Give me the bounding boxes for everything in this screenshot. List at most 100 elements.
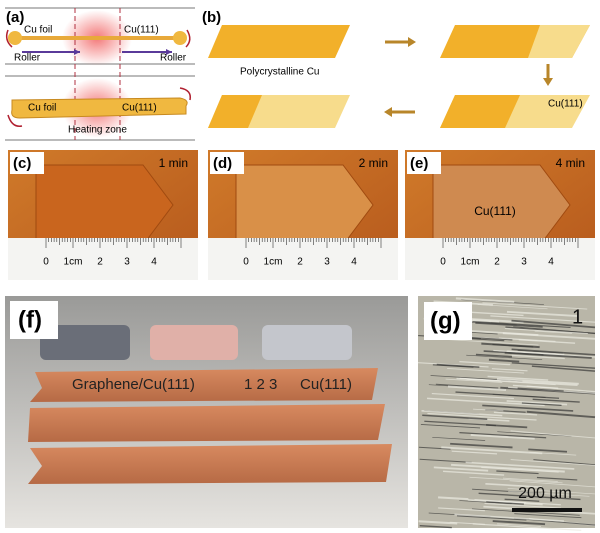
panel-label: (f) bbox=[18, 306, 42, 333]
texture bbox=[450, 442, 513, 449]
texture bbox=[473, 408, 504, 412]
texture bbox=[484, 502, 561, 509]
texture bbox=[435, 383, 499, 389]
texture bbox=[514, 513, 582, 519]
texture bbox=[497, 431, 572, 437]
texture bbox=[493, 349, 596, 358]
label: Cu(111) bbox=[548, 99, 583, 110]
texture bbox=[427, 397, 545, 407]
panel-label: (e) bbox=[410, 155, 428, 172]
texture bbox=[482, 302, 588, 310]
ruler-label: 2 bbox=[97, 257, 103, 268]
texture bbox=[472, 320, 571, 329]
ruler-label: 4 bbox=[151, 257, 157, 268]
texture bbox=[531, 365, 596, 372]
texture bbox=[509, 480, 596, 488]
texture bbox=[504, 351, 592, 359]
label: Roller bbox=[14, 53, 41, 64]
foil bbox=[35, 164, 174, 246]
texture bbox=[529, 452, 577, 456]
texture bbox=[507, 488, 596, 495]
panel-a: (a) Cu foil Cu(111) Roller Roller Cu foi… bbox=[5, 7, 195, 141]
texture bbox=[433, 466, 489, 472]
texture bbox=[505, 326, 596, 335]
texture bbox=[526, 410, 596, 419]
texture bbox=[508, 491, 590, 497]
texture bbox=[418, 520, 458, 525]
label: Heating zone bbox=[68, 125, 127, 136]
texture bbox=[492, 520, 546, 526]
label: Cu(111) bbox=[122, 103, 157, 114]
panel-label: (a) bbox=[6, 9, 24, 26]
ruler-label: 2 bbox=[297, 257, 303, 268]
label-box bbox=[210, 152, 244, 174]
texture bbox=[459, 377, 578, 387]
texture bbox=[496, 377, 579, 385]
texture bbox=[504, 498, 540, 502]
texture bbox=[498, 500, 561, 506]
texture bbox=[451, 463, 565, 473]
texture bbox=[466, 378, 556, 386]
texture bbox=[475, 322, 543, 328]
texture bbox=[421, 410, 503, 417]
ruler-label: 1cm bbox=[64, 257, 83, 268]
label: Cu(111) bbox=[124, 25, 159, 36]
texture bbox=[422, 414, 488, 420]
texture bbox=[431, 392, 514, 400]
ruler-label: 2 bbox=[494, 257, 500, 268]
texture bbox=[466, 321, 517, 326]
texture bbox=[510, 430, 596, 439]
panel-label: (g) bbox=[430, 307, 461, 334]
texture bbox=[437, 496, 469, 501]
texture bbox=[427, 412, 537, 421]
texture bbox=[478, 492, 581, 501]
texture bbox=[424, 420, 496, 427]
texture bbox=[418, 446, 451, 450]
label: Cu foil bbox=[28, 103, 56, 114]
texture bbox=[506, 400, 568, 406]
ruler bbox=[405, 238, 595, 280]
texture bbox=[456, 515, 527, 521]
texture bbox=[487, 375, 549, 381]
texture bbox=[533, 459, 596, 466]
ruler-label: 4 bbox=[548, 257, 554, 268]
texture bbox=[471, 508, 580, 516]
texture bbox=[451, 450, 498, 455]
texture bbox=[485, 482, 543, 489]
panel-label: (c) bbox=[13, 155, 31, 172]
texture bbox=[492, 393, 546, 398]
texture bbox=[506, 310, 579, 318]
photo-row: 0 1cm 2 3 4 (c) 1 min 0 1cm 2 3 4 (d) 2 min 0 1cm 2 3 4 (e)… bbox=[8, 150, 595, 280]
time-label: 1 min bbox=[159, 156, 188, 170]
label: Graphene/Cu(111) bbox=[72, 376, 195, 393]
texture bbox=[482, 404, 574, 412]
texture bbox=[438, 507, 485, 512]
texture bbox=[459, 500, 512, 505]
texture bbox=[441, 446, 543, 455]
texture bbox=[447, 385, 507, 391]
texture bbox=[470, 433, 535, 440]
ruler-label: 0 bbox=[440, 257, 446, 268]
texture bbox=[419, 458, 472, 463]
texture bbox=[511, 319, 596, 329]
label-box bbox=[407, 152, 441, 174]
texture bbox=[511, 354, 565, 360]
texture bbox=[496, 470, 539, 475]
texture bbox=[436, 363, 480, 368]
texture bbox=[475, 353, 512, 358]
texture bbox=[465, 461, 575, 470]
texture bbox=[534, 330, 573, 334]
ruler-label: 0 bbox=[243, 257, 249, 268]
texture bbox=[449, 521, 485, 525]
texture bbox=[493, 411, 538, 416]
foil-label: Cu(111) bbox=[474, 204, 516, 218]
label: Cu foil bbox=[24, 25, 52, 36]
texture bbox=[445, 378, 503, 383]
texture bbox=[469, 476, 563, 484]
panel-g: (g) 1 200 µm bbox=[417, 296, 596, 531]
ruler-label: 0 bbox=[43, 257, 49, 268]
texture bbox=[432, 436, 486, 441]
texture bbox=[443, 470, 505, 476]
texture bbox=[466, 354, 543, 361]
label: Cu(111) bbox=[300, 376, 352, 393]
